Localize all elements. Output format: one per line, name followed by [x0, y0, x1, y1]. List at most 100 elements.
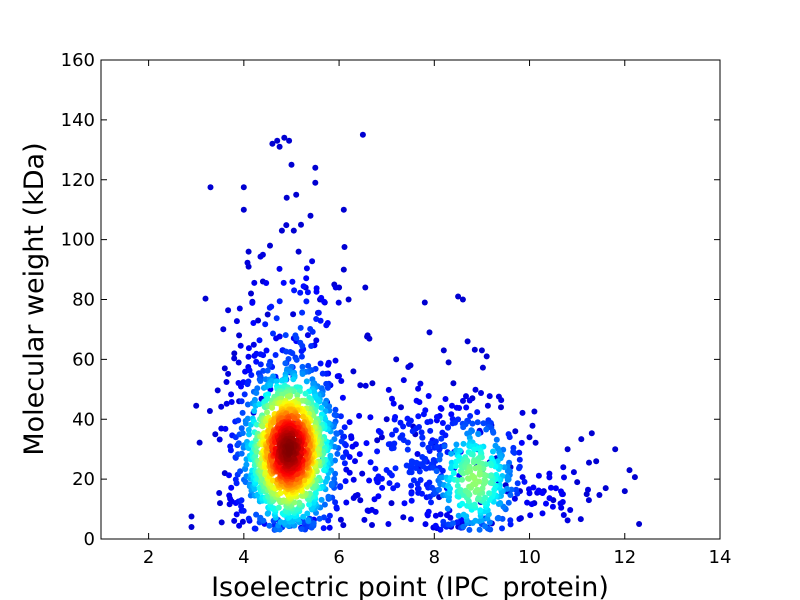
data-point: [394, 482, 401, 489]
data-point: [432, 438, 439, 445]
data-point: [239, 409, 246, 416]
data-point: [288, 161, 295, 168]
data-point: [244, 259, 251, 266]
data-point: [543, 500, 549, 507]
data-point: [294, 392, 301, 399]
data-point: [404, 446, 411, 453]
data-point: [282, 360, 289, 367]
data-point: [267, 242, 273, 249]
data-point: [455, 493, 462, 500]
data-point: [225, 307, 232, 314]
data-point: [251, 408, 258, 414]
data-point: [519, 409, 526, 416]
data-point: [487, 460, 494, 467]
data-point: [244, 415, 251, 422]
data-point: [223, 400, 230, 407]
data-point: [238, 398, 245, 405]
data-point: [388, 500, 395, 507]
data-point: [531, 408, 538, 415]
data-point: [276, 265, 283, 272]
data-point: [548, 484, 554, 491]
data-point: [476, 471, 483, 478]
data-point: [596, 492, 603, 498]
data-point: [504, 468, 511, 475]
data-point: [287, 349, 294, 355]
data-point: [290, 227, 297, 234]
data-point: [262, 321, 269, 328]
data-point: [362, 382, 369, 389]
data-point: [466, 526, 473, 533]
data-point: [480, 481, 487, 487]
data-point: [385, 386, 392, 393]
data-point: [244, 401, 251, 408]
data-point: [369, 522, 375, 528]
data-point: [340, 454, 346, 461]
data-point: [469, 451, 476, 458]
data-point: [567, 507, 574, 513]
data-point: [426, 479, 433, 486]
data-point: [273, 315, 280, 322]
data-point: [276, 298, 283, 305]
data-point: [474, 409, 481, 416]
data-point: [300, 513, 307, 520]
data-point: [256, 337, 263, 344]
data-point: [474, 419, 481, 426]
data-point: [277, 490, 284, 496]
data-point: [337, 483, 344, 490]
data-point: [483, 353, 490, 360]
data-point: [254, 385, 261, 392]
x-tick-label: 6: [333, 547, 344, 568]
data-point: [265, 427, 272, 434]
data-point: [301, 477, 308, 484]
data-point: [312, 164, 319, 171]
data-point: [332, 284, 339, 291]
data-point: [318, 496, 325, 503]
data-point: [490, 429, 497, 436]
data-point: [270, 330, 276, 337]
data-point: [315, 309, 322, 316]
data-point: [427, 427, 434, 434]
data-point: [238, 503, 245, 510]
data-point: [429, 464, 436, 471]
data-point: [413, 459, 420, 466]
data-point: [300, 413, 306, 420]
data-point: [233, 318, 240, 325]
data-point: [479, 364, 486, 371]
data-point: [532, 439, 539, 446]
data-point: [475, 494, 482, 501]
data-point: [558, 488, 564, 495]
data-point: [267, 382, 274, 389]
data-point: [346, 419, 353, 426]
data-point: [483, 426, 490, 433]
data-point: [264, 367, 271, 374]
data-point: [246, 367, 253, 374]
data-point: [331, 475, 338, 482]
data-point: [264, 409, 270, 416]
data-point: [363, 440, 370, 447]
data-point: [313, 288, 320, 295]
data-point: [374, 437, 381, 444]
data-point: [231, 517, 238, 524]
data-point: [439, 420, 446, 426]
data-point: [350, 368, 357, 375]
data-point: [286, 393, 293, 400]
data-point: [257, 351, 264, 358]
data-point: [216, 436, 223, 443]
data-point: [463, 404, 470, 411]
data-point: [350, 476, 357, 483]
data-point: [473, 487, 480, 493]
data-point: [378, 475, 385, 482]
data-point: [260, 517, 267, 524]
data-point: [561, 474, 567, 481]
data-point: [415, 485, 422, 492]
data-point: [460, 424, 467, 431]
data-point: [593, 458, 600, 465]
data-point: [464, 338, 471, 345]
data-point: [303, 298, 310, 305]
data-point: [257, 253, 264, 260]
data-point: [454, 477, 461, 484]
data-point: [285, 446, 292, 453]
data-point: [333, 504, 340, 511]
data-point: [188, 524, 195, 530]
data-point: [417, 380, 424, 387]
